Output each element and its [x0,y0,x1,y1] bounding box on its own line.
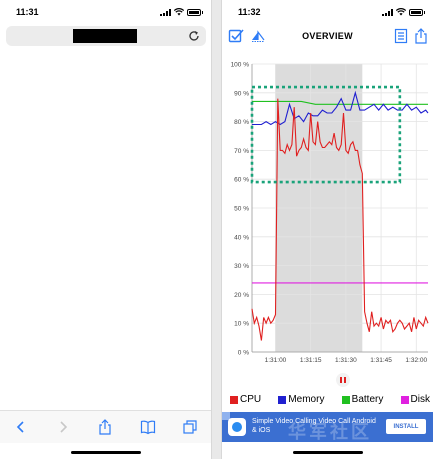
legend-swatch [341,395,350,404]
page-title: OVERVIEW [302,31,353,41]
legend-swatch [230,395,238,404]
url-bar[interactable] [6,26,206,46]
redacted-url [73,29,137,43]
legend-label: CPU [240,394,262,405]
back-icon[interactable] [13,419,29,435]
battery-icon [409,8,425,16]
home-indicator [292,451,363,454]
status-time: 11:32 [238,7,261,17]
status-icons [382,8,425,16]
x-tick-label: 1:31:30 [335,357,357,364]
safari-toolbar [0,410,211,443]
y-tick-label: 50 % [234,206,249,213]
series-line-cpu [251,98,429,341]
y-tick-label: 80 % [234,119,249,126]
y-tick-label: 20 % [234,292,249,299]
forward-icon[interactable] [55,419,71,435]
usage-chart: 0 % 10 % 20 % 30 % 40 % 50 % 60 % 70 % 80 % 90 % 1… [222,54,433,370]
wifi-icon [174,8,184,16]
watermark: 华军社区 [288,422,372,442]
share-icon[interactable] [97,419,113,435]
home-indicator [70,451,141,454]
checkbox-icon[interactable] [228,28,244,44]
ad-install-button[interactable]: INSTALL [386,419,426,434]
list-icon[interactable] [393,28,409,44]
legend-item-disk[interactable]: Disk [400,394,430,405]
legend-item-memory[interactable]: Memory [278,394,324,405]
ad-choices-icon[interactable] [222,412,230,420]
usage-chart-svg: 0 % 10 % 20 % 30 % 40 % 50 % 60 % 70 % 80 % 90 % 1… [231,62,429,364]
share-icon[interactable] [413,28,429,44]
legend-swatch [278,395,287,404]
ad-text: Simple Video Calling Video Call Android … [252,418,376,434]
y-tick-label: 70 % [234,148,249,155]
y-tick-label: 90 % [234,90,249,97]
y-tick-label: 30 % [234,263,249,270]
tabs-icon[interactable] [182,419,198,435]
chart-legend: CPU Memory Battery Disk [230,394,430,405]
y-tick-label: 40 % [234,234,249,241]
ad-app-icon [228,418,246,436]
status-time: 11:31 [16,7,39,17]
legend-label: Memory [288,394,325,405]
x-tick-label: 1:31:45 [370,357,392,364]
flip-icon[interactable] [250,28,266,44]
status-bar: 11:32 [222,0,433,24]
y-tick-label: 0 % [238,350,249,357]
y-tick-label: 100 % [231,62,250,69]
battery-icon [187,8,203,16]
status-icons [160,8,203,16]
pause-button[interactable] [336,373,350,387]
highlight-box [250,85,402,184]
legend-item-cpu[interactable]: CPU [230,394,261,405]
legend-label: Battery [351,394,384,405]
legend-item-battery[interactable]: Battery [341,394,384,405]
y-tick-label: 10 % [234,321,249,328]
legend-swatch [400,395,409,404]
series-line-battery [252,100,428,105]
ad-banner[interactable]: Simple Video Calling Video Call Android … [222,412,433,442]
safari-screen: 11:31 [0,0,212,459]
status-bar: 11:31 [0,0,211,24]
x-tick-label: 1:32:00 [405,357,427,364]
app-header: OVERVIEW [222,24,433,50]
signal-icon [160,8,171,16]
wifi-icon [396,8,406,16]
bookmarks-icon[interactable] [140,419,156,435]
x-tick-label: 1:31:15 [300,357,322,364]
x-tick-label: 1:31:00 [265,357,287,364]
signal-icon [382,8,393,16]
monitor-app-screen: 11:32 OVERVIEW 0 % 10 % 20 % 30 % 40 % 50 % 60… [221,0,433,459]
y-tick-label: 60 % [234,177,249,184]
legend-label: Disk [410,394,430,405]
reload-icon[interactable] [187,29,201,43]
